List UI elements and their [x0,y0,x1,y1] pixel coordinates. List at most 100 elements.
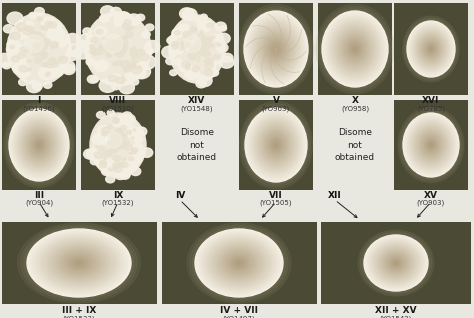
Ellipse shape [109,152,113,154]
Ellipse shape [424,40,438,58]
Ellipse shape [106,54,110,57]
Ellipse shape [226,252,253,273]
Ellipse shape [373,243,419,283]
Ellipse shape [36,141,43,149]
Ellipse shape [184,35,201,52]
Ellipse shape [191,57,195,60]
Ellipse shape [58,56,68,63]
Ellipse shape [109,75,117,82]
Ellipse shape [192,46,197,50]
Ellipse shape [406,117,456,173]
Ellipse shape [113,120,120,126]
Text: XV: XV [424,191,438,200]
Ellipse shape [247,111,305,179]
Ellipse shape [246,14,306,84]
Ellipse shape [219,247,259,279]
Ellipse shape [188,53,192,56]
Ellipse shape [416,32,446,66]
Ellipse shape [100,160,106,165]
Ellipse shape [255,119,298,171]
Ellipse shape [27,68,31,71]
Ellipse shape [169,15,225,83]
Ellipse shape [375,245,417,281]
Ellipse shape [256,26,296,73]
Ellipse shape [429,47,433,51]
Ellipse shape [23,126,55,164]
Bar [2,222,157,304]
Ellipse shape [145,40,160,52]
Ellipse shape [264,131,288,159]
Ellipse shape [203,236,274,290]
Ellipse shape [108,168,112,171]
Bar [2,100,76,190]
Ellipse shape [179,24,189,32]
Ellipse shape [97,112,105,118]
Ellipse shape [115,144,120,148]
Ellipse shape [37,48,40,51]
Bar [160,3,234,95]
Ellipse shape [409,119,454,171]
Ellipse shape [130,26,134,29]
Ellipse shape [119,82,135,94]
Ellipse shape [100,6,115,17]
Ellipse shape [268,135,284,155]
Ellipse shape [130,167,141,176]
Ellipse shape [45,73,50,77]
Ellipse shape [354,47,356,51]
Ellipse shape [123,67,128,71]
Ellipse shape [212,34,220,41]
Ellipse shape [41,17,52,26]
Ellipse shape [32,137,46,153]
Ellipse shape [230,256,247,270]
Ellipse shape [427,44,436,54]
Text: VII: VII [269,191,283,200]
Ellipse shape [120,44,128,49]
Ellipse shape [83,149,96,159]
Ellipse shape [271,139,281,151]
Text: IV: IV [175,191,185,200]
Ellipse shape [340,31,370,66]
Ellipse shape [217,33,230,44]
Ellipse shape [113,41,123,48]
Ellipse shape [118,37,128,45]
Ellipse shape [412,27,449,71]
Ellipse shape [196,48,200,51]
Ellipse shape [204,58,213,65]
Ellipse shape [206,44,210,46]
Ellipse shape [219,56,234,68]
Ellipse shape [427,45,435,53]
Ellipse shape [417,129,445,161]
Ellipse shape [99,46,103,50]
Ellipse shape [29,12,37,19]
Ellipse shape [186,64,190,67]
Ellipse shape [336,27,374,71]
Ellipse shape [131,148,137,152]
Ellipse shape [112,133,120,139]
Ellipse shape [101,131,108,136]
Ellipse shape [118,142,124,146]
Ellipse shape [18,79,27,86]
Ellipse shape [415,31,447,67]
Ellipse shape [109,146,113,149]
Ellipse shape [18,29,21,31]
Ellipse shape [426,43,437,55]
Ellipse shape [99,44,107,50]
Ellipse shape [10,110,68,180]
Ellipse shape [240,6,312,92]
Ellipse shape [127,127,141,139]
Ellipse shape [129,152,132,155]
Ellipse shape [57,39,66,47]
Ellipse shape [44,82,52,88]
Bar [81,3,155,95]
Ellipse shape [55,45,58,47]
Ellipse shape [179,61,191,72]
Ellipse shape [3,25,14,33]
Ellipse shape [116,138,124,144]
Ellipse shape [182,44,188,48]
Ellipse shape [202,21,212,29]
Ellipse shape [18,120,60,170]
Ellipse shape [124,68,130,72]
Ellipse shape [199,47,207,53]
Ellipse shape [38,144,40,146]
Ellipse shape [41,54,46,58]
